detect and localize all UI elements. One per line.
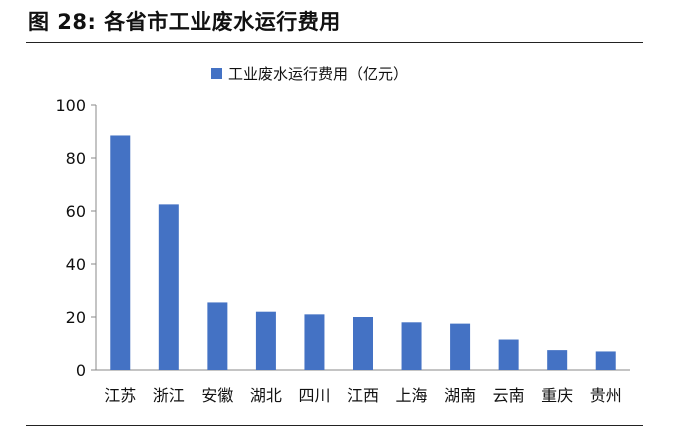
x-category-label: 重庆 — [541, 386, 573, 405]
bar-10 — [595, 351, 616, 370]
bar-7 — [450, 323, 471, 370]
bars — [110, 135, 616, 370]
bar-9 — [547, 350, 568, 370]
figure-title: 图 28: 各省市工业废水运行费用 — [28, 10, 341, 34]
x-category-label: 四川 — [298, 386, 330, 405]
x-category-label: 湖北 — [250, 386, 282, 405]
bar-6 — [401, 322, 422, 370]
bar-5 — [353, 317, 373, 370]
x-category-label: 上海 — [396, 386, 428, 405]
x-category-label: 安徽 — [201, 386, 233, 405]
x-labels: 江苏 浙江 安徽 湖北 四川 江西 上海 湖南 云南 重庆 贵州 — [104, 386, 621, 405]
bar-3 — [255, 311, 276, 370]
x-category-label: 云南 — [493, 386, 525, 405]
legend-label: 工业废水运行费用（亿元） — [228, 65, 408, 83]
x-category-label: 浙江 — [153, 386, 185, 405]
y-tick-label: 20 — [66, 308, 86, 327]
y-tick-label: 60 — [66, 202, 86, 221]
bar-8 — [498, 339, 519, 370]
bar-1 — [158, 204, 179, 370]
y-tick-label: 0 — [76, 361, 86, 380]
bottom-divider — [26, 425, 643, 426]
bar-2 — [207, 302, 228, 370]
title-divider — [26, 42, 643, 43]
y-tick-label: 40 — [66, 255, 86, 274]
bar-0 — [110, 135, 131, 370]
legend: 工业废水运行费用（亿元） — [211, 65, 408, 83]
y-tick-label: 80 — [66, 149, 86, 168]
y-ticks: 0 20 40 60 80 100 — [55, 96, 96, 380]
x-category-label: 贵州 — [590, 386, 622, 405]
legend-swatch — [211, 68, 222, 79]
x-category-label: 江苏 — [104, 386, 136, 405]
y-tick-label: 100 — [55, 96, 86, 115]
x-category-label: 湖南 — [444, 386, 476, 405]
bar-4 — [304, 314, 325, 370]
x-category-label: 江西 — [347, 386, 379, 405]
